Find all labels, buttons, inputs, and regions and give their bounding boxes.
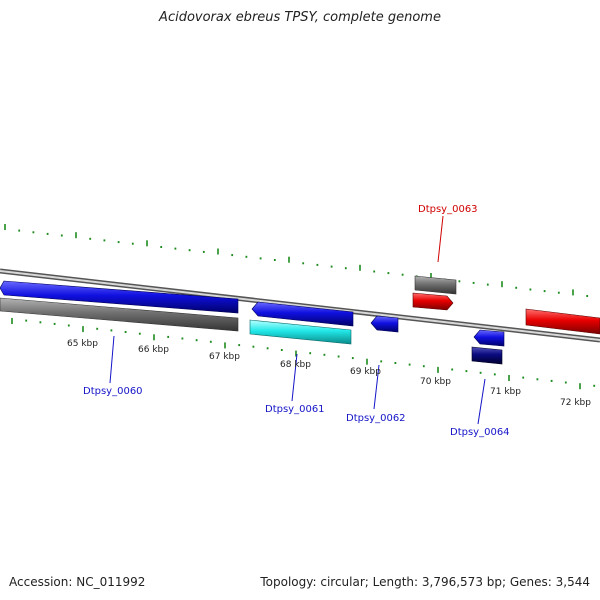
gene-label-dtpsy-0062[interactable]: Dtpsy_0062 <box>346 413 406 424</box>
gene-label-dtpsy-0063[interactable]: Dtpsy_0063 <box>418 204 478 215</box>
genome-backbone <box>0 268 600 343</box>
gene-dtpsy-0063[interactable] <box>412 292 454 311</box>
ruler-label: 71 kbp <box>490 387 521 397</box>
tick-track-lower <box>11 318 596 390</box>
track-grey-0060 <box>0 297 239 332</box>
ruler-labels: 65 kbp 66 kbp 67 kbp 68 kbp 69 kbp 70 kb… <box>67 339 591 408</box>
gene-features <box>0 275 600 365</box>
track-grey-0063 <box>414 275 457 295</box>
gene-reverse-right-edge[interactable] <box>525 308 600 335</box>
accession-text: Accession: NC_011992 <box>9 575 146 589</box>
gene-label-dtpsy-0064[interactable]: Dtpsy_0064 <box>450 427 510 438</box>
leader-dtpsy-0064 <box>477 378 486 425</box>
gene-label-dtpsy-0061[interactable]: Dtpsy_0061 <box>265 404 325 415</box>
leader-dtpsy-0062 <box>373 364 380 410</box>
ruler-label: 72 kbp <box>560 398 591 408</box>
ruler-label: 70 kbp <box>420 377 451 387</box>
map-title: Acidovorax ebreus TPSY, complete genome <box>159 10 441 25</box>
gene-dtpsy-0060[interactable] <box>0 280 239 314</box>
leader-dtpsy-0060 <box>109 335 115 384</box>
ruler-label: 68 kbp <box>280 360 311 370</box>
genome-summary-text: Topology: circular; Length: 3,796,573 bp… <box>260 575 590 589</box>
gene-dtpsy-0062[interactable] <box>370 315 399 333</box>
label-leaders <box>109 215 486 425</box>
backbone-line-inner <box>0 270 600 341</box>
ruler-label: 67 kbp <box>209 352 240 362</box>
track-navy-0064 <box>471 346 503 365</box>
leader-dtpsy-0063 <box>437 215 444 263</box>
gene-dtpsy-0064[interactable] <box>473 329 505 347</box>
gene-labels: Dtpsy_0060 Dtpsy_0061 Dtpsy_0062 Dtpsy_0… <box>83 204 510 438</box>
gene-dtpsy-0061[interactable] <box>251 301 354 327</box>
track-cyan-0061 <box>249 319 352 345</box>
ruler-label: 66 kbp <box>138 345 169 355</box>
ruler-label: 69 kbp <box>350 367 381 377</box>
gene-label-dtpsy-0060[interactable]: Dtpsy_0060 <box>83 386 143 397</box>
tick-track-upper <box>4 224 589 297</box>
leader-dtpsy-0061 <box>291 353 298 402</box>
ruler-label: 65 kbp <box>67 339 98 349</box>
